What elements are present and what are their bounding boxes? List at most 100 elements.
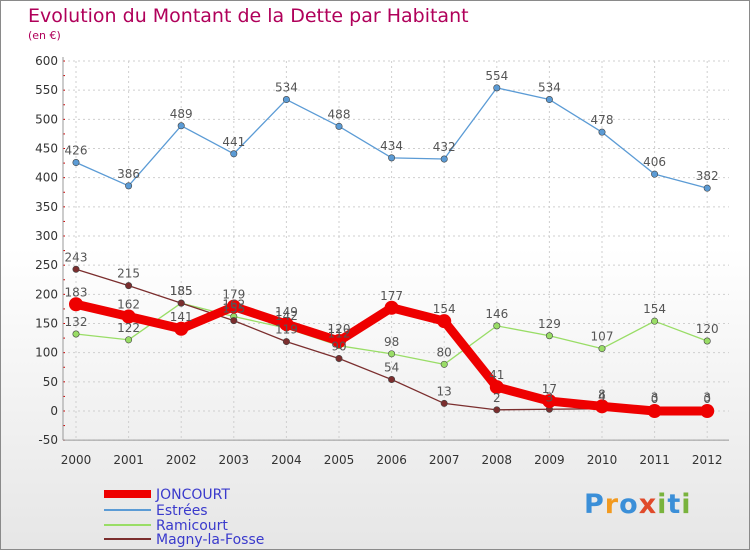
data-point-estr-es <box>440 155 448 163</box>
data-label-magny-la-fosse: 90 <box>331 340 346 354</box>
data-point-joncourt <box>121 309 136 324</box>
data-point-ramicourt <box>72 330 80 338</box>
data-point-joncourt <box>174 321 189 336</box>
data-point-joncourt <box>384 300 399 315</box>
data-label-ramicourt: 120 <box>696 322 719 336</box>
data-label-joncourt: 120 <box>328 322 351 336</box>
data-point-estr-es <box>493 84 501 92</box>
data-label-magny-la-fosse: 185 <box>170 284 193 298</box>
data-point-joncourt <box>437 314 452 329</box>
data-label-estr-es: 488 <box>328 107 351 121</box>
data-label-ramicourt: 154 <box>643 302 666 316</box>
data-label-ramicourt: 185 <box>170 284 193 298</box>
y-tick-label: 600 <box>35 54 58 68</box>
proxiti-logo: Proxiti <box>584 489 692 520</box>
data-point-estr-es <box>177 122 185 130</box>
data-point-ramicourt <box>388 350 396 358</box>
x-tick-label: 2001 <box>113 453 144 467</box>
data-point-estr-es <box>282 96 290 104</box>
y-tick-label: 200 <box>35 287 58 301</box>
y-tick-label: 350 <box>35 200 58 214</box>
data-label-magny-la-fosse: 2 <box>493 391 501 405</box>
data-point-estr-es <box>335 122 343 130</box>
y-tick-label: 300 <box>35 229 58 243</box>
data-label-ramicourt: 162 <box>222 298 245 312</box>
data-label-estr-es: 534 <box>275 81 298 95</box>
legend-label-ramicourt: Ramicourt <box>156 518 228 534</box>
x-tick-label: 2006 <box>376 453 407 467</box>
y-tick-label: 150 <box>35 317 58 331</box>
data-point-ramicourt <box>125 336 133 344</box>
x-tick-label: 2009 <box>534 453 565 467</box>
data-point-joncourt <box>226 299 241 314</box>
data-label-magny-la-fosse: 3 <box>651 390 659 404</box>
data-label-estr-es: 386 <box>117 167 140 181</box>
data-point-magny-la-fosse <box>230 317 238 325</box>
data-label-estr-es: 432 <box>433 140 456 154</box>
data-label-magny-la-fosse: 119 <box>275 323 298 337</box>
data-point-joncourt <box>332 334 346 349</box>
data-label-estr-es: 406 <box>643 155 666 169</box>
y-tick-label: 550 <box>35 83 58 97</box>
data-point-estr-es <box>388 154 396 162</box>
data-label-estr-es: 554 <box>485 69 508 83</box>
y-tick-label: -50 <box>38 433 58 447</box>
data-point-ramicourt <box>440 360 448 368</box>
data-point-joncourt <box>542 394 557 409</box>
data-label-magny-la-fosse: 54 <box>384 361 399 375</box>
data-label-ramicourt: 129 <box>538 317 561 331</box>
data-label-joncourt: 17 <box>542 382 557 396</box>
data-label-ramicourt: 146 <box>485 307 508 321</box>
data-point-joncourt <box>489 380 504 395</box>
data-point-estr-es <box>598 128 606 136</box>
x-tick-label: 2007 <box>429 453 460 467</box>
unit-label: (en €) <box>28 29 61 42</box>
data-label-joncourt: 8 <box>598 387 606 401</box>
data-point-magny-la-fosse <box>440 399 448 407</box>
x-tick-label: 2008 <box>482 453 513 467</box>
data-label-estr-es: 489 <box>170 107 193 121</box>
data-point-joncourt <box>279 317 294 332</box>
data-label-estr-es: 426 <box>65 144 88 158</box>
x-tick-label: 2003 <box>219 453 250 467</box>
legend-label-magny-la-fosse: Magny-la-Fosse <box>156 532 264 548</box>
data-point-magny-la-fosse <box>125 282 133 290</box>
data-label-magny-la-fosse: 3 <box>546 390 554 404</box>
data-label-joncourt: 179 <box>222 288 245 302</box>
data-label-magny-la-fosse: 155 <box>222 302 245 316</box>
data-point-estr-es <box>651 170 659 178</box>
data-point-estr-es <box>230 150 238 158</box>
data-point-estr-es <box>545 96 553 104</box>
data-label-magny-la-fosse: 4 <box>598 390 606 404</box>
data-label-joncourt: 149 <box>275 305 298 319</box>
data-point-joncourt <box>700 404 715 418</box>
y-tick-label: 50 <box>43 375 58 389</box>
data-point-magny-la-fosse <box>72 265 80 273</box>
data-point-estr-es <box>125 182 133 190</box>
data-label-joncourt: 183 <box>65 285 88 299</box>
data-point-ramicourt <box>651 317 659 325</box>
x-tick-label: 2005 <box>324 453 355 467</box>
data-point-estr-es <box>703 184 711 192</box>
data-point-ramicourt <box>598 345 606 353</box>
chart-title: Evolution du Montant de la Dette par Hab… <box>28 5 469 27</box>
y-tick-label: 450 <box>35 142 58 156</box>
data-label-magny-la-fosse: 13 <box>437 384 452 398</box>
data-label-estr-es: 441 <box>222 135 245 149</box>
data-point-joncourt <box>595 399 609 414</box>
data-label-joncourt: 177 <box>380 289 403 303</box>
data-label-estr-es: 478 <box>591 113 614 127</box>
data-point-estr-es <box>72 159 80 167</box>
data-label-magny-la-fosse: 243 <box>65 250 88 264</box>
data-label-ramicourt: 98 <box>384 335 399 349</box>
data-label-joncourt: 0 <box>651 392 659 406</box>
x-tick-label: 2004 <box>271 453 302 467</box>
data-point-ramicourt <box>493 322 501 330</box>
data-point-ramicourt <box>545 332 553 340</box>
x-tick-label: 2012 <box>692 453 723 467</box>
legend-label-estr-es: Estrées <box>156 503 208 519</box>
data-label-estr-es: 382 <box>696 169 719 183</box>
data-label-estr-es: 434 <box>380 139 403 153</box>
